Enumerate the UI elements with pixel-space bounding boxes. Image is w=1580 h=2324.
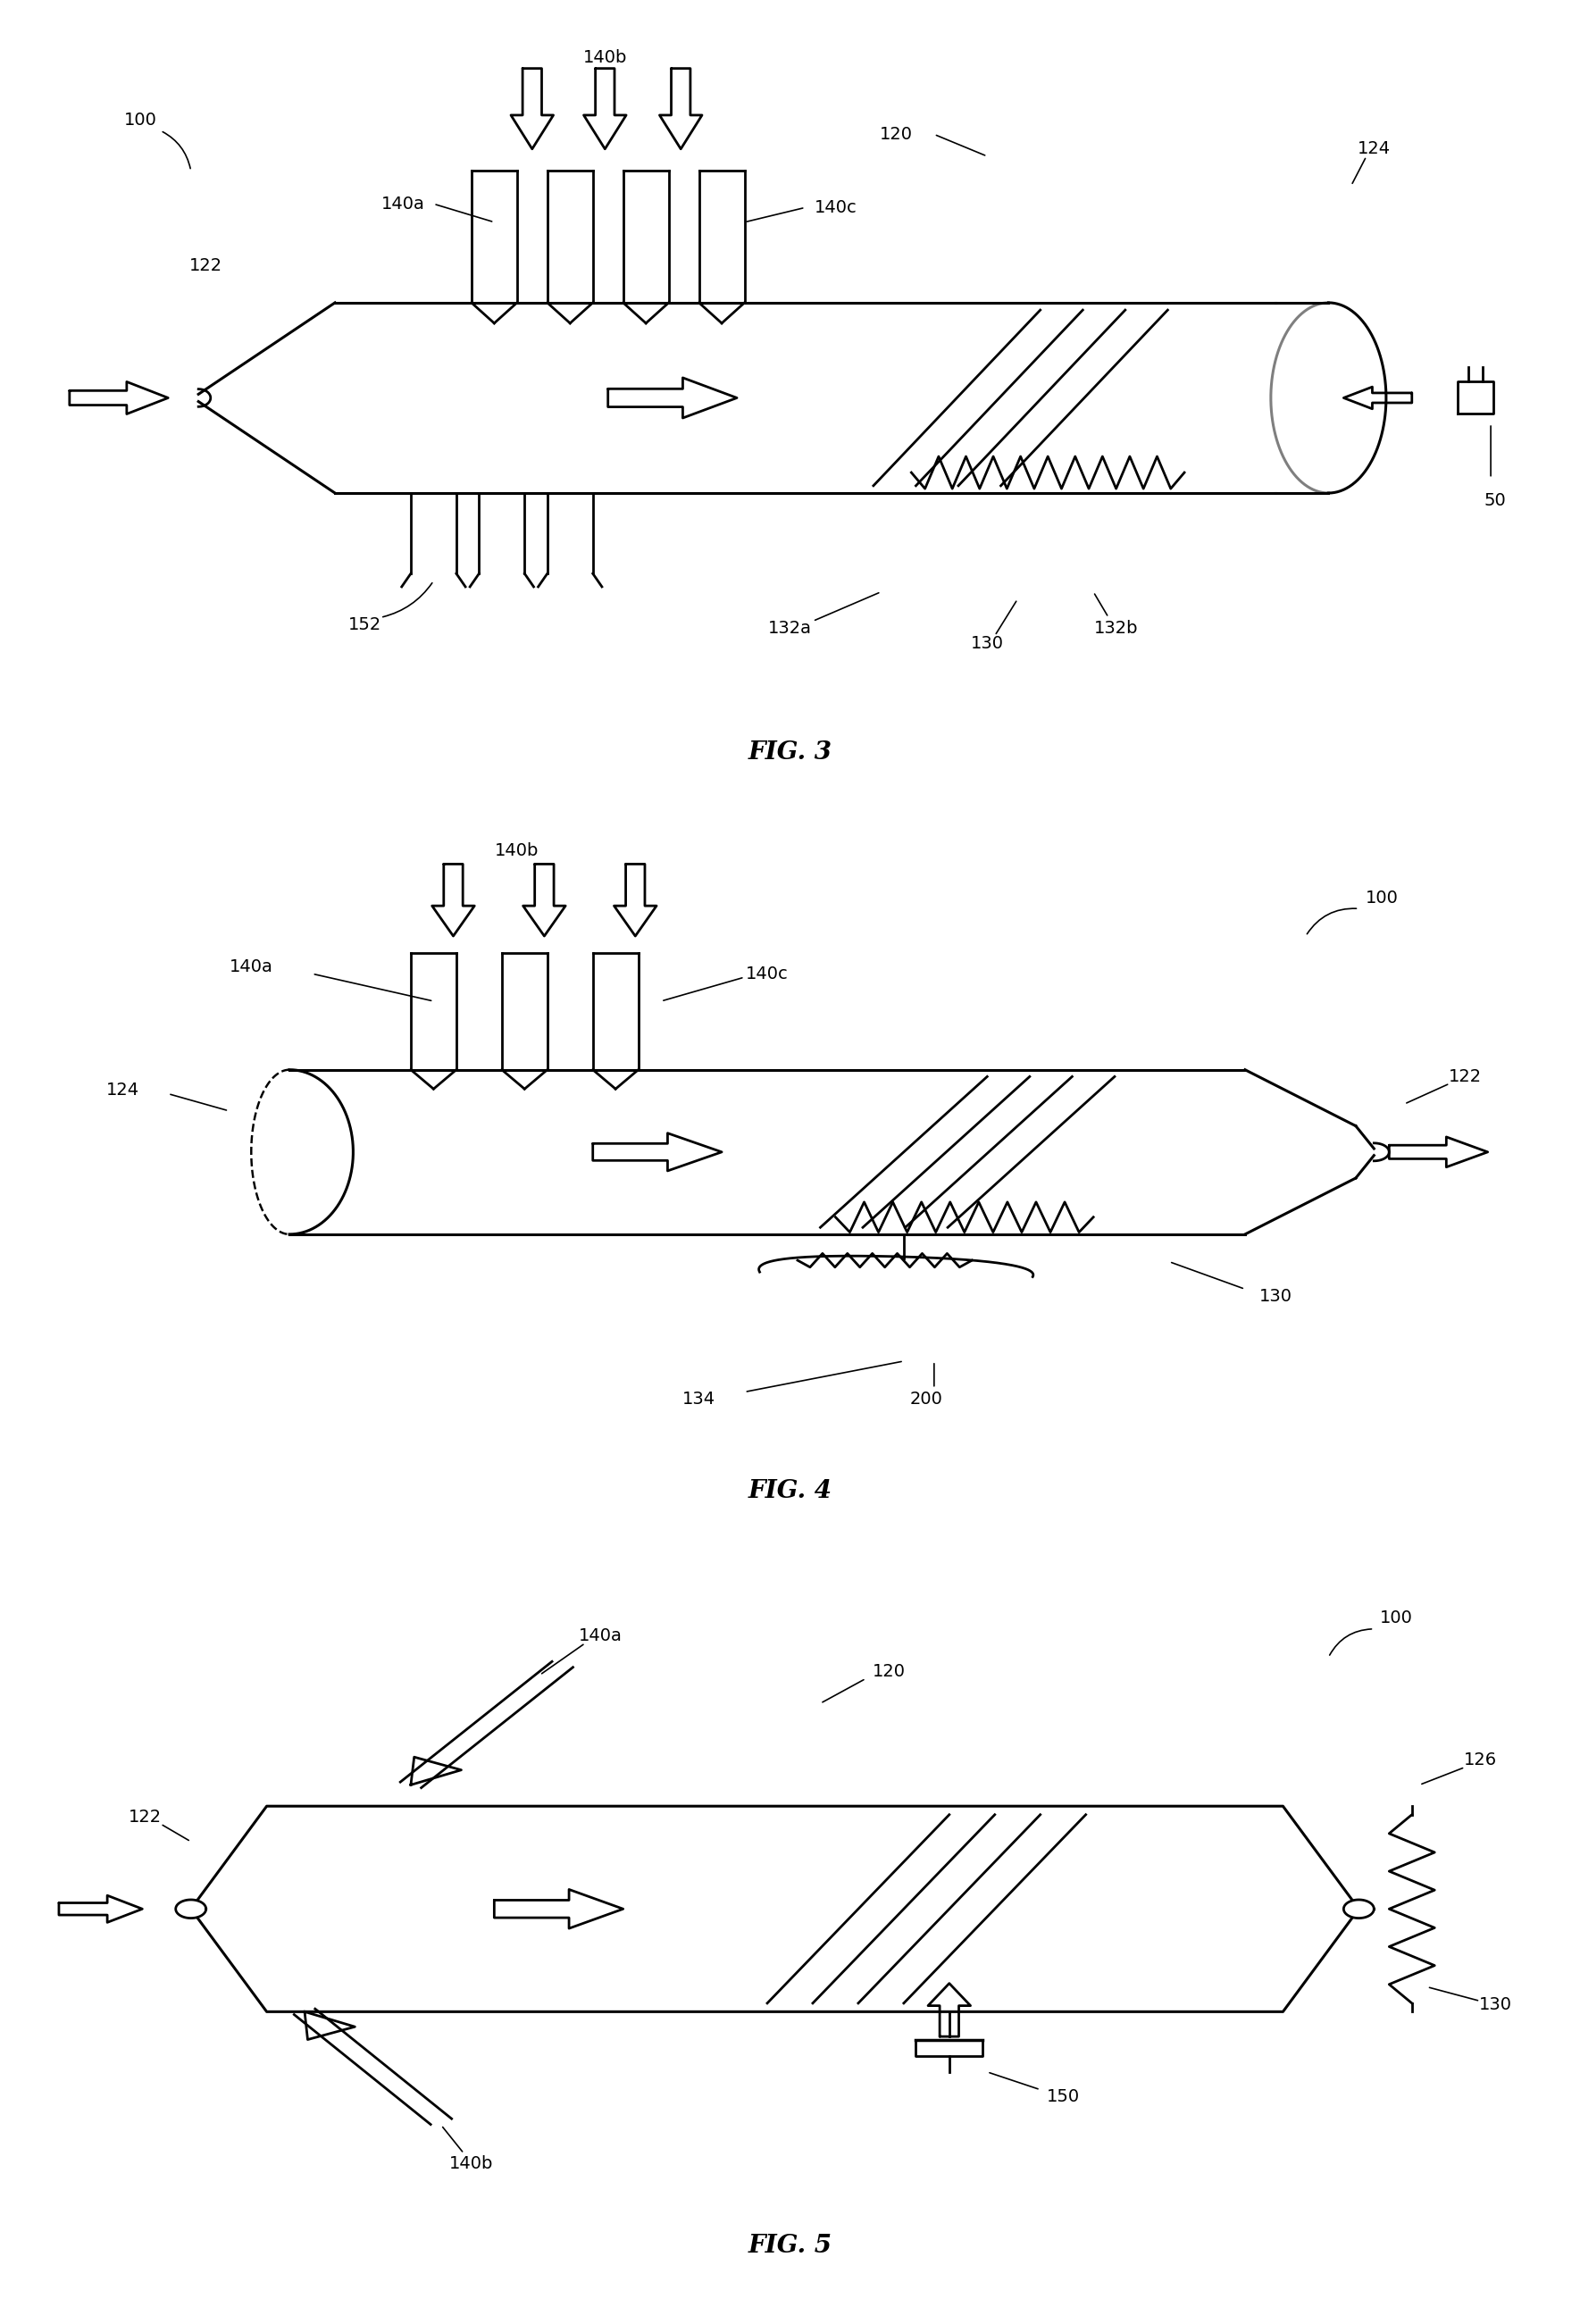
- Text: FIG. 3: FIG. 3: [747, 741, 833, 765]
- Text: FIG. 5: FIG. 5: [747, 2233, 833, 2257]
- Text: 140a: 140a: [381, 195, 425, 211]
- Text: 140c: 140c: [746, 964, 788, 983]
- Text: 120: 120: [880, 125, 913, 142]
- Text: 130: 130: [1259, 1287, 1292, 1304]
- Text: 132a: 132a: [768, 621, 812, 637]
- Text: FIG. 4: FIG. 4: [747, 1480, 833, 1504]
- Text: 130: 130: [1479, 1996, 1512, 2013]
- Text: 122: 122: [1449, 1069, 1482, 1085]
- Text: 130: 130: [970, 634, 1003, 651]
- Text: 134: 134: [683, 1390, 716, 1408]
- Text: 200: 200: [910, 1390, 943, 1408]
- Text: 124: 124: [106, 1081, 139, 1099]
- Text: 126: 126: [1463, 1752, 1496, 1769]
- Text: 100: 100: [1381, 1611, 1413, 1627]
- Text: 100: 100: [1365, 890, 1398, 906]
- Text: 50: 50: [1484, 493, 1506, 509]
- Text: 150: 150: [1046, 2089, 1079, 2106]
- Text: 140a: 140a: [578, 1627, 623, 1645]
- Polygon shape: [175, 1899, 205, 1917]
- Text: 140c: 140c: [814, 200, 856, 216]
- Text: 100: 100: [125, 112, 158, 128]
- Text: 122: 122: [190, 258, 223, 274]
- Text: 122: 122: [130, 1808, 161, 1824]
- Text: 132b: 132b: [1093, 621, 1138, 637]
- Text: 120: 120: [872, 1664, 905, 1680]
- Text: 140a: 140a: [229, 957, 273, 976]
- Text: 124: 124: [1357, 139, 1390, 158]
- Text: 152: 152: [349, 616, 382, 634]
- Text: 140b: 140b: [449, 2157, 493, 2173]
- Text: 140b: 140b: [583, 49, 627, 65]
- Polygon shape: [1343, 1899, 1375, 1917]
- Text: 140b: 140b: [495, 841, 539, 860]
